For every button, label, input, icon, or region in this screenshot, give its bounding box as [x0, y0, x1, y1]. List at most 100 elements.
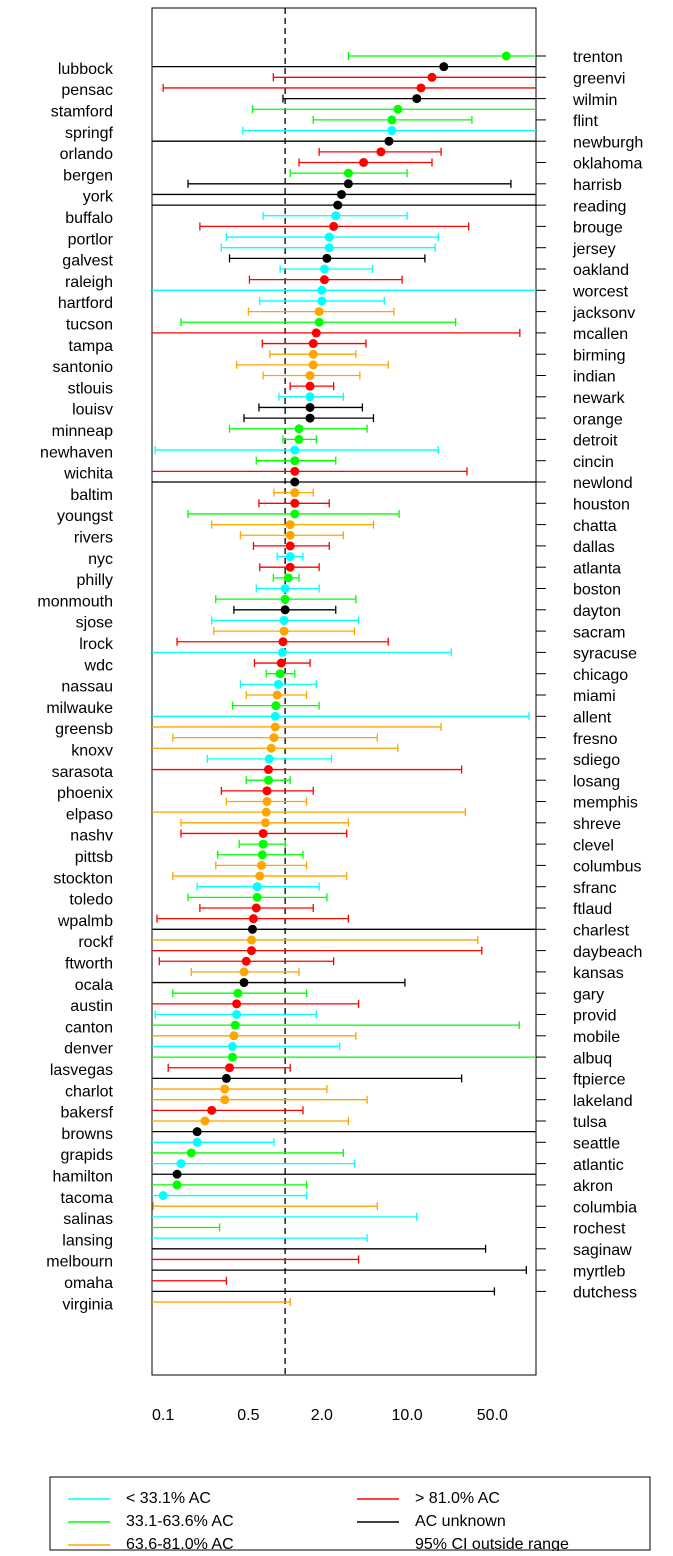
- row-label: nyc: [88, 551, 113, 568]
- row-label: sacram: [573, 624, 625, 641]
- point-estimate: [308, 339, 318, 349]
- point-estimate: [314, 317, 324, 327]
- row-label: stockton: [53, 870, 113, 887]
- row-label: salinas: [63, 1211, 113, 1228]
- legend-label: AC unknown: [415, 1513, 506, 1530]
- row-label: charlot: [65, 1083, 114, 1100]
- row-label: wpalmb: [57, 913, 113, 930]
- point-estimate: [172, 1180, 182, 1190]
- point-estimate: [322, 253, 332, 263]
- point-estimate: [258, 828, 268, 838]
- row-label: rockf: [78, 934, 113, 951]
- row-label: wichita: [63, 466, 113, 483]
- point-estimate: [387, 126, 397, 136]
- x-tick-label: 2.0: [311, 1407, 333, 1424]
- row-label: wdc: [84, 657, 113, 674]
- point-estimate: [314, 307, 324, 317]
- row-label: sarasota: [52, 764, 113, 781]
- row-label: sdiego: [573, 752, 620, 769]
- row-label: ftpierce: [573, 1072, 626, 1089]
- point-estimate: [280, 594, 290, 604]
- row-label: cincin: [573, 454, 614, 471]
- point-estimate: [200, 1116, 210, 1126]
- row-label: philly: [77, 572, 113, 589]
- point-estimate: [308, 360, 318, 370]
- row-label: boston: [573, 582, 621, 599]
- row-label: pittsb: [75, 849, 113, 866]
- point-estimate: [285, 562, 295, 572]
- row-label: fresno: [573, 731, 618, 748]
- point-estimate: [285, 520, 295, 530]
- point-estimate: [246, 946, 256, 956]
- row-label: santonio: [53, 359, 114, 376]
- point-estimate: [272, 690, 282, 700]
- legend-label: 33.1-63.6% AC: [126, 1513, 234, 1530]
- row-label: tulsa: [573, 1114, 607, 1131]
- row-label: austin: [70, 998, 113, 1015]
- point-estimate: [176, 1159, 186, 1169]
- x-tick-label: 50.0: [477, 1407, 508, 1424]
- point-estimate: [290, 509, 300, 519]
- point-estimate: [233, 988, 243, 998]
- row-label: tampa: [69, 338, 114, 355]
- legend-frame: [49, 1476, 651, 1551]
- row-label: chicago: [573, 667, 628, 684]
- row-label: newark: [573, 390, 626, 407]
- row-label: virginia: [62, 1296, 113, 1313]
- point-estimate: [305, 381, 315, 391]
- row-label: reading: [573, 198, 626, 215]
- row-label: lakeland: [573, 1093, 633, 1110]
- point-estimate: [311, 328, 321, 338]
- row-label: jacksonv: [572, 305, 635, 322]
- point-estimate: [227, 1052, 237, 1062]
- row-label: browns: [61, 1126, 113, 1143]
- row-label: gary: [573, 986, 604, 1003]
- point-estimate: [252, 882, 262, 892]
- row-label: minneap: [52, 423, 113, 440]
- row-label: dallas: [573, 539, 615, 556]
- row-label: jersey: [572, 241, 616, 258]
- row-label: worcest: [572, 284, 629, 301]
- point-estimate: [501, 51, 511, 61]
- point-estimate: [308, 349, 318, 359]
- row-label: tacoma: [61, 1190, 114, 1207]
- point-estimate: [283, 573, 293, 583]
- point-estimate: [252, 892, 262, 902]
- point-estimate: [273, 679, 283, 689]
- row-label: tucson: [66, 316, 113, 333]
- point-estimate: [305, 402, 315, 412]
- row-label: youngst: [57, 508, 114, 525]
- row-label: trenton: [573, 49, 623, 66]
- row-label: hamilton: [53, 1168, 113, 1185]
- row-label: atlanta: [573, 560, 621, 577]
- row-label: dayton: [573, 603, 621, 620]
- row-label: ftworth: [65, 955, 113, 972]
- point-estimate: [229, 1031, 239, 1041]
- legend-label: > 81.0% AC: [415, 1490, 500, 1507]
- point-estimate: [248, 914, 258, 924]
- point-estimate: [393, 104, 403, 114]
- point-estimate: [239, 978, 249, 988]
- point-estimate: [230, 1020, 240, 1030]
- point-estimate: [376, 147, 386, 157]
- row-label: seattle: [573, 1136, 620, 1153]
- point-estimate: [359, 158, 369, 167]
- point-estimate: [271, 701, 281, 711]
- row-label: stamford: [51, 103, 113, 120]
- point-estimate: [264, 754, 274, 764]
- row-label: grapids: [61, 1147, 113, 1164]
- point-estimate: [263, 765, 273, 775]
- point-estimate: [257, 850, 267, 860]
- point-estimate: [305, 371, 315, 380]
- row-label: shreve: [573, 816, 621, 833]
- row-label: raleigh: [65, 274, 113, 291]
- x-tick-label: 0.1: [152, 1407, 174, 1424]
- point-estimate: [278, 637, 288, 647]
- point-estimate: [220, 1084, 230, 1094]
- row-label: dutchess: [573, 1285, 637, 1302]
- point-estimate: [260, 818, 270, 828]
- legend-label: 63.6-81.0% AC: [126, 1536, 234, 1551]
- row-label: albuq: [573, 1050, 612, 1067]
- row-label: galvest: [62, 253, 113, 270]
- row-label: louisv: [72, 402, 113, 419]
